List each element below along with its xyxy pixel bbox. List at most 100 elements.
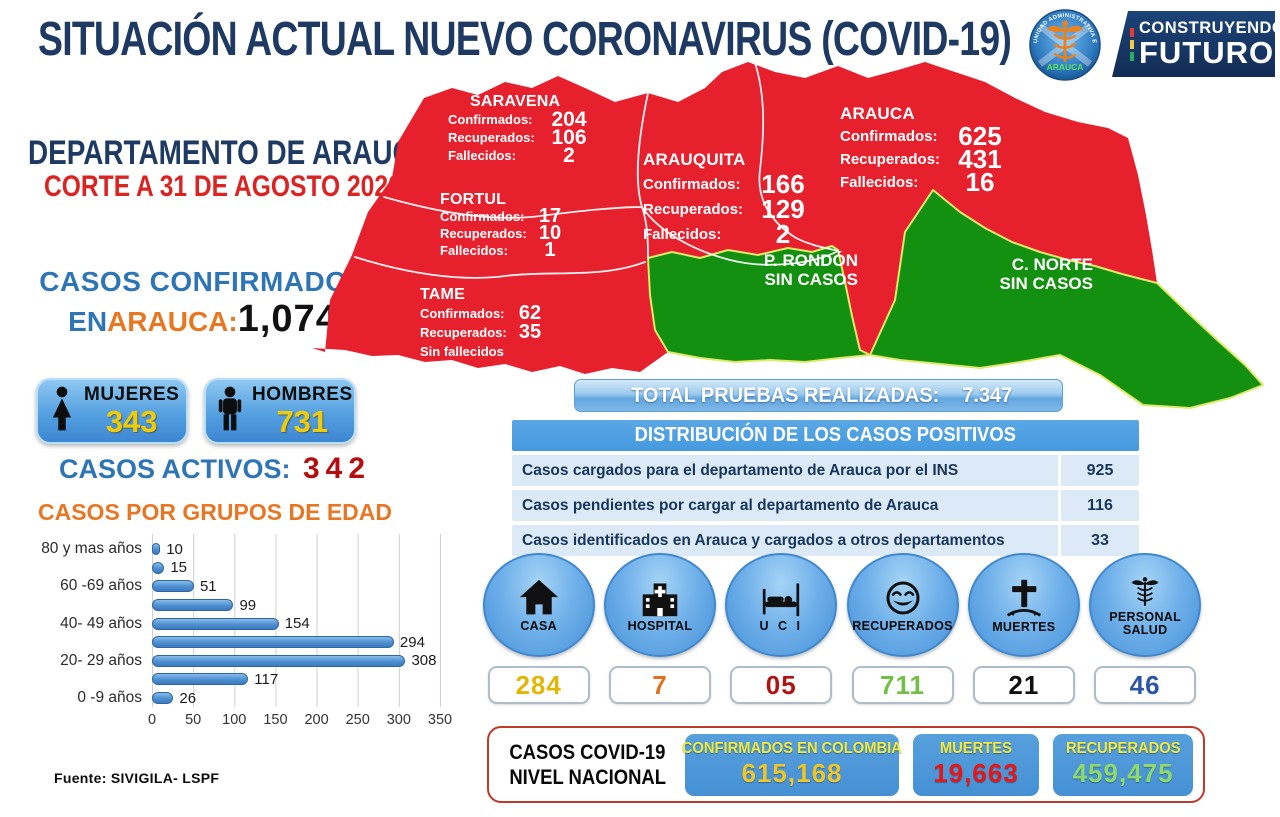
cutoff-date: CORTE A 31 DE AGOSTO 2020	[44, 170, 402, 203]
age-bar-row: 20- 29 años 308	[60, 652, 440, 671]
circle-label: PERSONAL SALUD	[1109, 610, 1182, 637]
confirmed-cases-line: EN ARAUCA: 1,074	[18, 298, 388, 341]
banner-line2: FUTURO	[1139, 35, 1275, 71]
casa-value: 284	[487, 666, 590, 704]
age-category-label: 60 -69 años	[60, 577, 142, 595]
age-bar	[152, 654, 406, 667]
muertes-circle: MUERTES	[967, 553, 1080, 657]
recuperados-value: 35	[518, 321, 542, 343]
age-bar-value: 26	[179, 689, 197, 707]
age-bar-row: 99	[152, 596, 440, 615]
arauca-department-map: SARAVENA Confirmados: 204 Recuperados: 106…	[300, 55, 1280, 460]
recuperados-label: Recuperados:	[448, 130, 535, 145]
age-bar-value: 154	[284, 615, 310, 633]
logo-arauca-text: ARAUCA	[1047, 62, 1084, 72]
casa-circle: CASA	[482, 553, 595, 657]
cnorte-no-cases-label: C. NORTE SIN CASOS	[948, 255, 1093, 293]
region-status: SIN CASOS	[764, 270, 858, 289]
uci-value: 05	[730, 666, 833, 704]
municipality-name: SARAVENA	[470, 93, 561, 110]
age-bar-row: 15	[152, 559, 440, 578]
confirmed-in-text: EN	[68, 306, 108, 337]
age-bar	[152, 561, 165, 574]
grave-cross-icon	[1006, 579, 1041, 617]
region-status: SIN CASOS	[999, 274, 1093, 293]
age-bar-row: 40- 49 años 154	[60, 614, 440, 633]
confirmados-label: Confirmados:	[840, 128, 938, 145]
age-bar	[152, 636, 394, 649]
age-bar-value: 51	[199, 577, 217, 595]
age-bar-row: 60 -69 años 51	[60, 577, 440, 596]
age-bar-value: 99	[239, 596, 257, 614]
uci-circle: U C I	[725, 553, 838, 657]
table-row: Casos cargados para el departamento de A…	[512, 455, 1139, 486]
arauca-stats: ARAUCA Confirmados: 625 Recuperados: 431 F…	[840, 102, 1008, 195]
confirmados-value: 166	[761, 169, 805, 199]
active-cases-line: CASOS ACTIVOS: 342	[20, 452, 410, 486]
age-bar	[152, 673, 249, 686]
national-recovered-box: RECUPERADOS 459,475	[1053, 733, 1193, 796]
recuperados-label: Recuperados:	[643, 201, 744, 218]
confirmados-label: Confirmados:	[440, 209, 525, 224]
national-recovered-label: RECUPERADOS	[1065, 740, 1181, 757]
row-value: 925	[1058, 455, 1139, 486]
status-values-row: 284 7 05 711 21 46	[478, 666, 1206, 704]
house-icon	[519, 579, 558, 614]
caduceus-logo-icon	[1047, 20, 1083, 62]
total-tests-bar: TOTAL PRUEBAS REALIZADAS: 7.347	[574, 379, 1063, 412]
x-axis-tick: 100	[222, 712, 247, 729]
table-row: Casos identificados en Arauca y cargados…	[512, 525, 1139, 556]
row-label: Casos pendientes por cargar al departame…	[522, 497, 939, 514]
chart-x-axis: 0 50 100 150 200 250 300 350	[148, 707, 452, 733]
fortul-stats: FORTUL Confirmados: 17 Recuperados: 10 Fal…	[440, 191, 572, 260]
age-category-label: 0 -9 años	[77, 689, 142, 707]
municipality-name: FORTUL	[440, 191, 507, 208]
age-bar-value: 10	[166, 540, 183, 558]
circle-label: U C I	[759, 618, 803, 633]
hospital-circle: HOSPITAL	[603, 553, 716, 657]
confirmed-cases-title: CASOS CONFIRMADOS	[39, 266, 367, 297]
smiley-icon	[886, 581, 920, 614]
age-bar-value: 15	[170, 559, 188, 577]
national-recovered-value: 459,475	[1072, 758, 1174, 788]
municipality-name: TAME	[420, 286, 465, 303]
man-icon	[214, 385, 246, 438]
confirmados-value: 62	[518, 302, 542, 324]
national-confirmed-box: CONFIRMADOS EN COLOMBIA 615,168	[681, 733, 903, 796]
confirmed-total-value: 1,074	[237, 298, 338, 340]
x-axis-tick: 300	[386, 712, 411, 729]
total-tests-value: 7.347	[962, 383, 1013, 407]
age-bar-value: 308	[411, 652, 437, 670]
construyendo-futuro-banner: CONSTRUYENDO FUTURO	[1112, 11, 1275, 77]
women-value: 343	[105, 404, 158, 439]
confirmados-value: 625	[958, 121, 1002, 151]
personal-salud-circle: PERSONAL SALUD	[1089, 553, 1202, 657]
x-axis-tick: 350	[427, 712, 453, 729]
x-axis-tick: 50	[185, 712, 202, 729]
national-confirmed-value: 615,168	[741, 758, 843, 788]
row-value: 33	[1058, 525, 1139, 556]
sin-fallecidos-label: Sin fallecidos	[420, 344, 504, 359]
x-axis-tick: 150	[263, 712, 288, 729]
confirmados-label: Confirmados:	[420, 306, 505, 321]
arauquita-stats: ARAUQUITA Confirmados: 166 Recuperados: 12…	[643, 147, 811, 247]
national-title-line1: CASOS COVID-19	[509, 740, 666, 764]
age-bar	[152, 599, 234, 612]
x-axis-tick: 200	[304, 712, 329, 729]
national-confirmed-label: CONFIRMADOS EN COLOMBIA	[681, 740, 903, 757]
circle-label: CASA	[520, 618, 557, 633]
fallecidos-label: Fallecidos:	[643, 226, 722, 243]
rondon-no-cases-label: P. RONDÓN SIN CASOS	[718, 251, 858, 289]
icu-bed-icon	[763, 582, 800, 616]
recuperados-label: Recuperados:	[440, 226, 527, 241]
women-label: MUJERES	[84, 384, 180, 405]
x-axis-tick: 250	[345, 712, 370, 729]
municipal-borders	[354, 62, 839, 279]
national-deaths-box: MUERTES 19,663	[913, 733, 1040, 796]
map-green-rondon	[647, 245, 871, 363]
distribution-table: Casos cargados para el departamento de A…	[512, 455, 1139, 560]
region-name: C. NORTE	[1011, 255, 1093, 274]
age-category-label: 80 y mas años	[41, 540, 142, 558]
age-bar-value: 294	[399, 633, 425, 651]
